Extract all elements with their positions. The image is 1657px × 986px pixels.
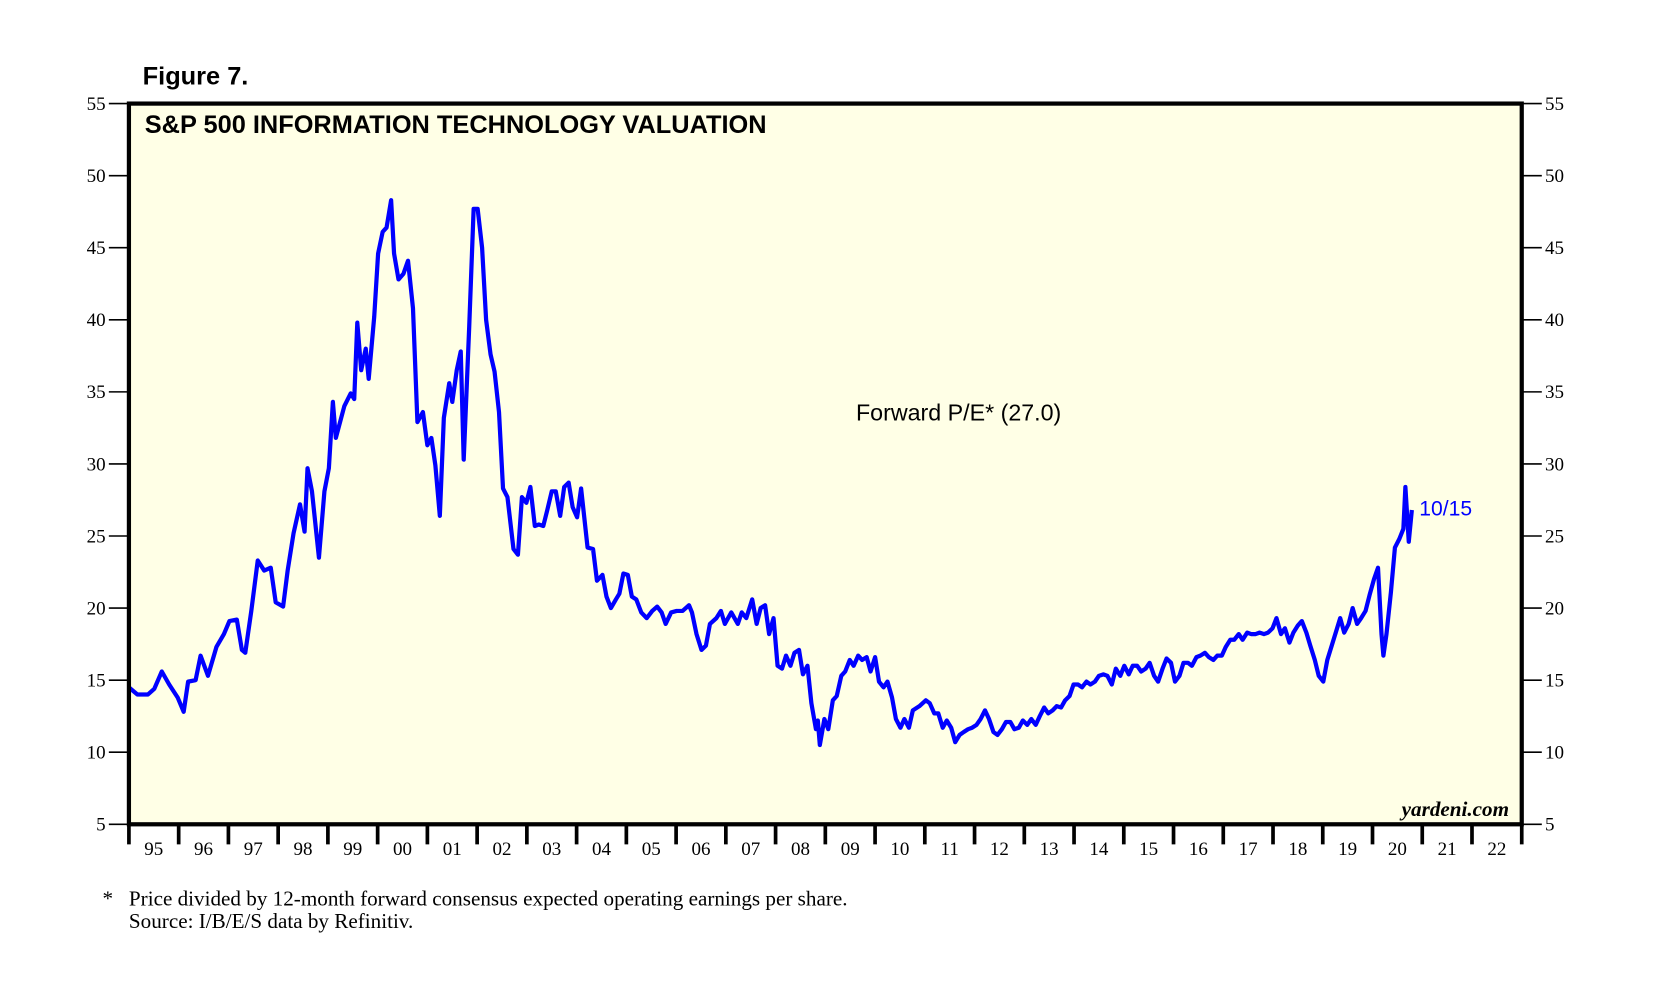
end-date-label: 10/15 [1419, 498, 1472, 521]
x-tick-label: 08 [791, 839, 810, 860]
x-tick-label: 18 [1288, 839, 1307, 860]
x-tick-label: 07 [741, 839, 760, 860]
x-tick-label: 98 [294, 839, 313, 860]
x-tick-label: 20 [1388, 839, 1407, 860]
series-annotation: Forward P/E* (27.0) [856, 400, 1061, 426]
x-tick-label: 95 [144, 839, 163, 860]
y-tick-label-left: 10 [87, 743, 106, 764]
x-tick-label: 03 [542, 839, 561, 860]
y-tick-label-right: 55 [1545, 94, 1564, 115]
x-tick-label: 19 [1338, 839, 1357, 860]
y-tick-label-right: 35 [1545, 382, 1564, 403]
y-tick-label-left: 45 [87, 238, 106, 259]
series-line-forward-pe [127, 198, 1414, 748]
x-tick-label: 22 [1487, 839, 1506, 860]
x-tick-label: 99 [343, 839, 362, 860]
x-tick-label: 15 [1139, 839, 1158, 860]
y-tick-label-right: 40 [1545, 310, 1564, 331]
chart-title: S&P 500 INFORMATION TECHNOLOGY VALUATION [145, 111, 767, 139]
x-tick-label: 04 [592, 839, 612, 860]
footnote-line-1: Price divided by 12-month forward consen… [129, 887, 848, 911]
figure-label: Figure 7. [143, 63, 249, 91]
plot-area [128, 103, 1522, 825]
y-tick-label-right: 45 [1545, 238, 1564, 259]
x-tick-label: 01 [443, 839, 462, 860]
y-tick-label-right: 30 [1545, 454, 1564, 475]
y-tick-label-right: 15 [1545, 670, 1564, 691]
y-tick-label-left: 35 [87, 382, 106, 403]
y-tick-label-left: 25 [87, 526, 106, 547]
x-tick-label: 17 [1239, 839, 1258, 860]
y-tick-label-left: 15 [87, 670, 106, 691]
y-tick-label-left: 20 [87, 598, 106, 619]
x-tick-label: 16 [1189, 839, 1208, 860]
x-tick-label: 10 [890, 839, 909, 860]
y-tick-label-right: 10 [1545, 743, 1564, 764]
x-tick-label: 05 [642, 839, 661, 860]
y-tick-label-left: 55 [87, 94, 106, 115]
footnote-marker: * [103, 887, 114, 911]
x-tick-label: 14 [1089, 839, 1109, 860]
x-tick-label: 06 [691, 839, 710, 860]
plot-frame [126, 101, 1524, 827]
y-tick-label-left: 50 [87, 166, 106, 187]
x-tick-label: 11 [941, 839, 959, 860]
y-tick-label-left: 40 [87, 310, 106, 331]
footnote-source: Source: I/B/E/S data by Refinitiv. [129, 909, 413, 933]
watermark: yardeni.com [1399, 797, 1509, 821]
y-tick-label-right: 20 [1545, 598, 1564, 619]
x-tick-label: 21 [1438, 839, 1457, 860]
x-tick-label: 96 [194, 839, 213, 860]
y-tick-label-left: 30 [87, 454, 106, 475]
x-tick-label: 09 [841, 839, 860, 860]
y-tick-label-left: 5 [96, 815, 106, 836]
x-tick-label: 13 [1040, 839, 1059, 860]
x-tick-label: 97 [244, 839, 263, 860]
y-tick-label-right: 25 [1545, 526, 1564, 547]
x-tick-label: 12 [990, 839, 1009, 860]
x-tick-label: 02 [492, 839, 511, 860]
y-tick-label-right: 5 [1545, 815, 1555, 836]
y-tick-label-right: 50 [1545, 166, 1564, 187]
x-tick-label: 00 [393, 839, 412, 860]
